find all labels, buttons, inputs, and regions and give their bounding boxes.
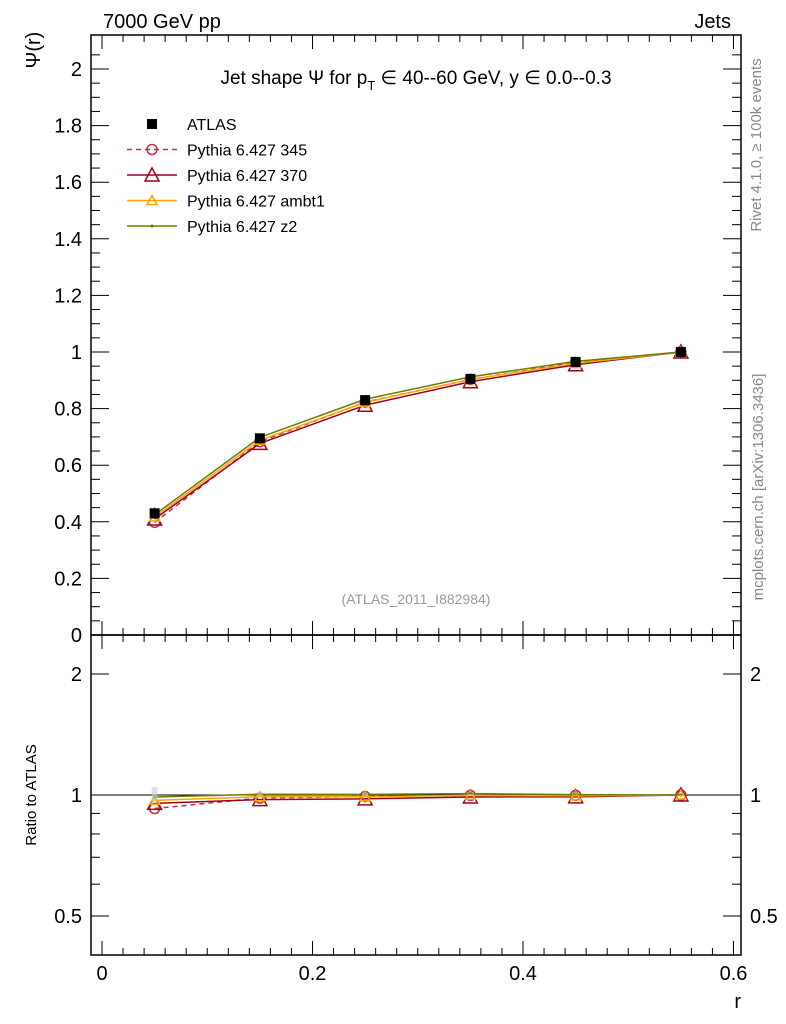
legend-marker-atlas <box>147 119 157 129</box>
x-tick-label: 0 <box>96 963 107 985</box>
ratio-tick-label: 1 <box>71 785 82 807</box>
ratio-tick-label-right: 0.5 <box>750 906 778 928</box>
x-tick-label: 0.4 <box>509 963 537 985</box>
data-point-atlas <box>254 433 265 444</box>
legend-marker-pythia-6-427-370 <box>143 166 161 182</box>
legend-marker-pythia-6-427-345 <box>146 143 158 156</box>
legend-label-pythia-6-427-z2: Pythia 6.427 z2 <box>187 219 297 236</box>
y-axis-label: Ψ(r) <box>23 32 45 69</box>
series-line-pythia-6-427-370 <box>154 351 681 520</box>
x-axis-label: r <box>734 991 741 1013</box>
y-tick-label: 0.6 <box>54 455 82 477</box>
header-right: Jets <box>694 11 731 33</box>
data-point-atlas <box>675 347 686 357</box>
y-tick-label: 0.2 <box>54 568 82 590</box>
series-line-pythia-6-427-345 <box>154 351 681 523</box>
legend-label-atlas: ATLAS <box>187 117 237 134</box>
y-tick-label: 1.4 <box>54 229 82 251</box>
legend-label-pythia-6-427-370: Pythia 6.427 370 <box>187 168 307 185</box>
data-point-atlas <box>360 395 371 406</box>
ratio-y-axis-label: Ratio to ATLAS <box>23 744 40 845</box>
y-tick-label: 0 <box>71 625 82 647</box>
data-point-atlas <box>149 508 160 519</box>
series-line-pythia-6-427-z2 <box>154 351 681 516</box>
x-tick-label: 0.6 <box>720 963 748 985</box>
watermark: (ATLAS_2011_I882984) <box>342 591 491 607</box>
y-tick-label: 1.8 <box>54 116 82 138</box>
ratio-tick-label: 2 <box>71 664 82 686</box>
chart-title: Jet shape Ψ for pT ∈ 40--60 GeV, y ∈ 0.0… <box>220 68 611 93</box>
y-tick-label: 1.6 <box>54 172 82 194</box>
ratio-tick-label: 0.5 <box>54 906 82 928</box>
legend-marker-pythia-6-427-z2 <box>150 224 154 228</box>
x-tick-label: 0.2 <box>299 963 327 985</box>
y-tick-label: 0.8 <box>54 399 82 421</box>
series-line-pythia-6-427-ambt1 <box>154 351 681 518</box>
legend-label-pythia-6-427-345: Pythia 6.427 345 <box>187 143 307 160</box>
ratio-line-pythia-6-427-370 <box>154 794 681 805</box>
ratio-point-pythia-6-427-345 <box>148 802 161 815</box>
y-tick-label: 1 <box>71 342 82 364</box>
y-tick-label: 2 <box>71 59 82 81</box>
ratio-tick-label-right: 2 <box>750 664 761 686</box>
legend-marker-pythia-6-427-ambt1 <box>145 193 159 206</box>
ratio-band-atlas <box>362 793 369 797</box>
ratio-band-atlas <box>677 795 684 796</box>
ratio-line-pythia-6-427-ambt1 <box>154 794 681 802</box>
y-tick-label: 1.2 <box>54 285 82 307</box>
side-text-rivet: Rivet 4.1.0, ≥ 100k events <box>748 58 765 231</box>
ratio-band-atlas <box>467 793 474 797</box>
ratio-band-atlas <box>256 792 263 798</box>
y-tick-label: 0.4 <box>54 512 82 534</box>
side-text-mcplots: mcplots.cern.ch [arXiv:1306.3436] <box>750 374 767 601</box>
header-left: 7000 GeV pp <box>103 11 221 33</box>
data-point-atlas <box>465 373 476 384</box>
ratio-band-atlas <box>151 787 158 804</box>
ratio-tick-label-right: 1 <box>750 785 761 807</box>
data-point-atlas <box>570 356 581 367</box>
ratio-band-atlas <box>572 794 579 796</box>
ratio-line-pythia-6-427-z2 <box>154 792 681 798</box>
legend-label-pythia-6-427-ambt1: Pythia 6.427 ambt1 <box>187 194 325 211</box>
